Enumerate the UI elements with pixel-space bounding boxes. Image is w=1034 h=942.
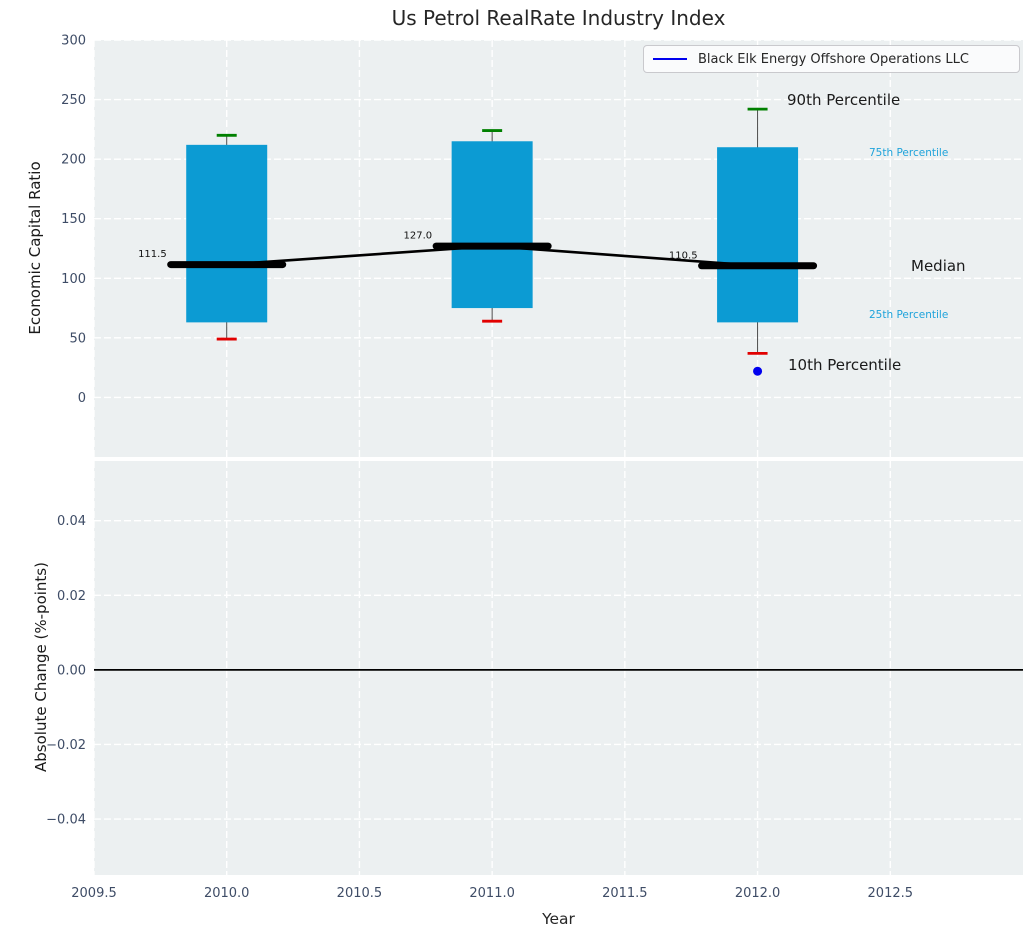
top-y-tick-label: 0 bbox=[78, 391, 86, 406]
annotation-75th-percentile: 75th Percentile bbox=[869, 147, 949, 159]
x-tick-label: 2011.0 bbox=[469, 886, 515, 901]
x-tick-label: 2012.0 bbox=[735, 886, 781, 901]
top-y-tick-label: 250 bbox=[61, 93, 86, 108]
percentile-bar bbox=[451, 141, 533, 309]
legend-box: Black Elk Energy Offshore Operations LLC bbox=[643, 45, 1020, 73]
legend-entry-label: Black Elk Energy Offshore Operations LLC bbox=[698, 51, 969, 67]
bottom-y-tick-label: 0.02 bbox=[57, 589, 86, 604]
x-tick-label: 2009.5 bbox=[71, 886, 117, 901]
chart-title: Us Petrol RealRate Industry Index bbox=[391, 6, 726, 30]
percentile-bar bbox=[186, 144, 268, 323]
top-y-tick-label: 100 bbox=[61, 272, 86, 287]
x-axis-label: Year bbox=[542, 910, 575, 928]
x-tick-label: 2010.5 bbox=[337, 886, 383, 901]
bottom-y-axis-label: Absolute Change (%-points) bbox=[32, 562, 50, 772]
bottom-y-tick-label: −0.04 bbox=[46, 813, 86, 828]
top-y-tick-label: 300 bbox=[61, 34, 86, 49]
bottom-y-tick-label: −0.02 bbox=[46, 738, 86, 753]
percentile-bar bbox=[717, 147, 799, 323]
x-tick-label: 2012.5 bbox=[868, 886, 914, 901]
company-point bbox=[753, 366, 763, 376]
annotation-25th-percentile: 25th Percentile bbox=[869, 309, 949, 321]
annotation-median: Median bbox=[911, 257, 966, 275]
annotation-10th-percentile: 10th Percentile bbox=[788, 356, 902, 374]
top-y-tick-label: 200 bbox=[61, 153, 86, 168]
median-value-label: 111.5 bbox=[138, 249, 167, 260]
legend-line-sample-icon bbox=[653, 58, 687, 60]
top-y-axis-label: Economic Capital Ratio bbox=[26, 161, 44, 335]
x-tick-label: 2011.5 bbox=[602, 886, 648, 901]
median-value-label: 110.5 bbox=[669, 250, 698, 261]
annotation-90th-percentile: 90th Percentile bbox=[787, 91, 901, 109]
x-tick-label: 2010.0 bbox=[204, 886, 250, 901]
bottom-panel-bg bbox=[94, 461, 1023, 875]
median-value-label: 127.0 bbox=[404, 231, 433, 242]
bottom-y-tick-label: 0.04 bbox=[57, 514, 86, 529]
top-y-tick-label: 150 bbox=[61, 212, 86, 227]
bottom-y-tick-label: 0.00 bbox=[57, 663, 86, 678]
top-y-tick-label: 50 bbox=[69, 331, 86, 346]
